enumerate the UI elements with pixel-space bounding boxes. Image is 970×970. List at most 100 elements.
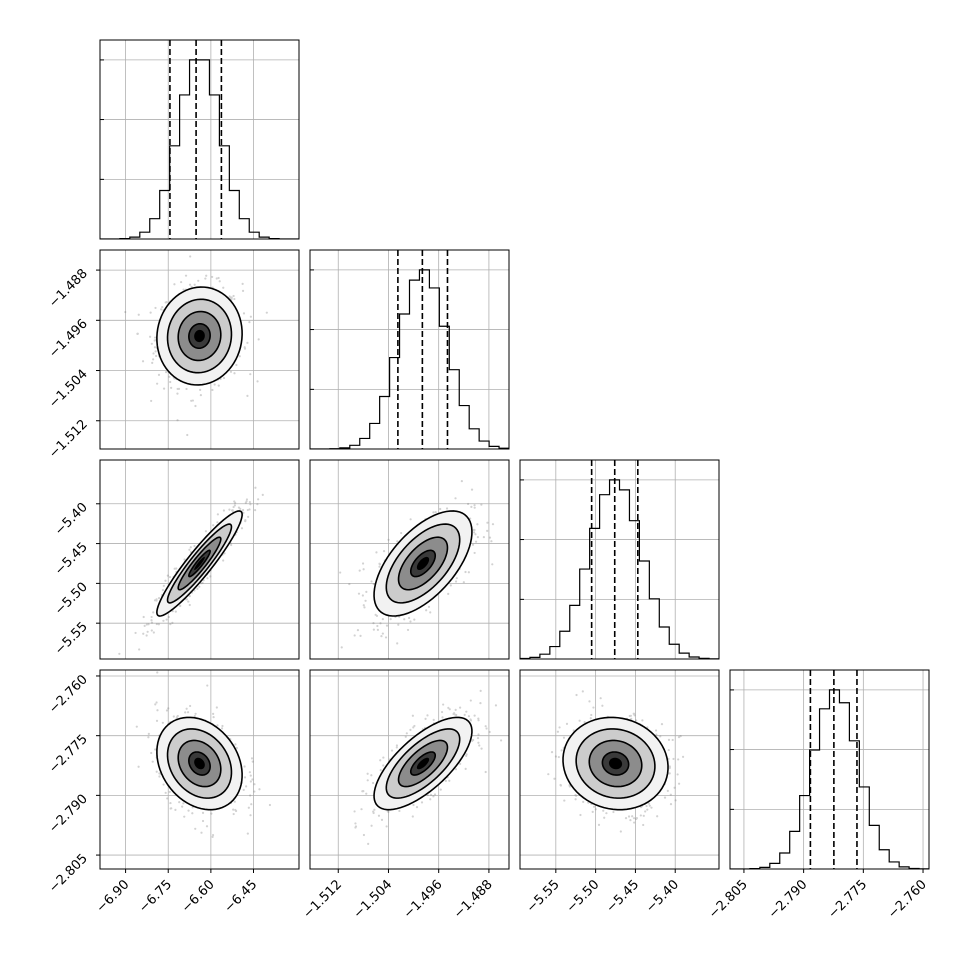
scatter-point	[650, 806, 653, 809]
scatter-point	[230, 296, 233, 300]
scatter-point	[246, 394, 249, 397]
y-tick-label: −2.760	[46, 672, 91, 717]
scatter-point	[158, 775, 161, 778]
scatter-point	[244, 520, 247, 523]
scatter-point	[668, 772, 671, 775]
scatter-point	[429, 611, 432, 614]
scatter-point	[175, 567, 178, 570]
scatter-point	[184, 274, 188, 277]
scatter-point	[464, 570, 467, 574]
histogram-panel-2	[519, 459, 720, 660]
scatter-point	[239, 507, 242, 510]
x-tick-label: −5.40	[643, 877, 682, 916]
scatter-point	[367, 842, 370, 845]
scatter-point	[167, 615, 170, 619]
scatter-point	[155, 701, 158, 704]
scatter-point	[179, 604, 182, 608]
x-tick-label: −5.50	[564, 877, 603, 916]
scatter-point	[234, 501, 237, 504]
scatter-point	[149, 311, 152, 314]
y-tick-label: −5.45	[52, 540, 91, 579]
scatter-point	[201, 819, 205, 823]
scatter-point	[137, 765, 140, 768]
scatter-point	[246, 832, 249, 835]
scatter-point	[635, 816, 638, 820]
scatter-point	[156, 671, 159, 674]
scatter-point	[629, 819, 632, 822]
scatter-point	[180, 280, 183, 284]
scatter-point	[407, 616, 411, 620]
scatter-point	[168, 790, 171, 794]
scatter-point	[169, 807, 172, 810]
contour-line	[409, 751, 437, 776]
scatter-point	[241, 282, 244, 286]
scatter-point	[191, 812, 194, 815]
scatter-point	[380, 818, 384, 821]
scatter-point	[153, 339, 156, 342]
scatter-point	[147, 736, 150, 739]
contour-line	[575, 728, 656, 799]
scatter-point	[378, 563, 381, 566]
scatter-point	[490, 540, 493, 543]
scatter-point	[668, 765, 671, 768]
scatter-point	[578, 719, 581, 722]
scatter-point	[167, 707, 170, 710]
scatter-point	[187, 809, 190, 812]
scatter-point	[230, 296, 233, 299]
scatter-point	[370, 824, 373, 827]
scatter-point	[484, 725, 487, 728]
scatter-point	[172, 715, 175, 718]
scatter-point	[671, 738, 674, 742]
scatter-point	[164, 301, 167, 304]
scatter-point	[412, 803, 415, 807]
scatter-point	[390, 749, 394, 752]
scatter-point	[371, 781, 375, 785]
scatter-point	[433, 793, 437, 796]
scatter-point	[211, 835, 214, 838]
panel-content	[310, 670, 509, 869]
scatter-point	[145, 623, 148, 626]
scatter-point	[204, 530, 208, 533]
density-peak	[194, 329, 205, 343]
scatter-point	[164, 791, 167, 794]
scatter-point	[254, 486, 257, 489]
scatter-point	[583, 721, 586, 724]
scatter-point	[448, 708, 451, 711]
panel-frame	[99, 459, 300, 660]
scatter-point	[582, 800, 585, 803]
scatter-panel-3-2: −5.55 −5.50 −5.45 −5.40	[519, 669, 720, 916]
scatter-point	[465, 710, 468, 713]
scatter-point	[550, 751, 554, 754]
scatter-point	[413, 618, 416, 621]
scatter-point	[382, 764, 385, 767]
x-tick-label: −2.775	[826, 877, 871, 922]
y-tick-label: −2.805	[46, 851, 91, 896]
scatter-panel-1-0: −1.512 −1.504 −1.496 −1.488	[46, 249, 300, 462]
scatter-panel-3-1: −1.512 −1.504 −1.496 −1.488	[300, 669, 510, 922]
y-tick-label: −1.512	[46, 417, 91, 462]
scatter-point	[221, 724, 224, 728]
scatter-point	[245, 785, 248, 788]
panel-content	[730, 670, 929, 869]
scatter-point	[250, 803, 253, 806]
scatter-point	[477, 719, 480, 722]
scatter-point	[666, 789, 669, 793]
scatter-point	[479, 689, 482, 692]
scatter-point	[166, 797, 169, 800]
scatter-point	[212, 716, 215, 719]
scatter-point	[189, 255, 192, 258]
scatter-point	[248, 500, 251, 504]
scatter-point	[645, 804, 648, 808]
scatter-point	[624, 817, 628, 820]
scatter-point	[403, 618, 406, 621]
scatter-point	[245, 498, 249, 501]
scatter-point	[150, 751, 153, 755]
scatter-point	[635, 817, 638, 821]
scatter-point	[554, 755, 558, 758]
scatter-point	[464, 767, 467, 770]
scatter-point	[233, 504, 236, 507]
scatter-point	[162, 783, 165, 786]
scatter-point	[154, 748, 157, 751]
scatter-point	[245, 500, 248, 503]
scatter-point	[356, 629, 360, 632]
